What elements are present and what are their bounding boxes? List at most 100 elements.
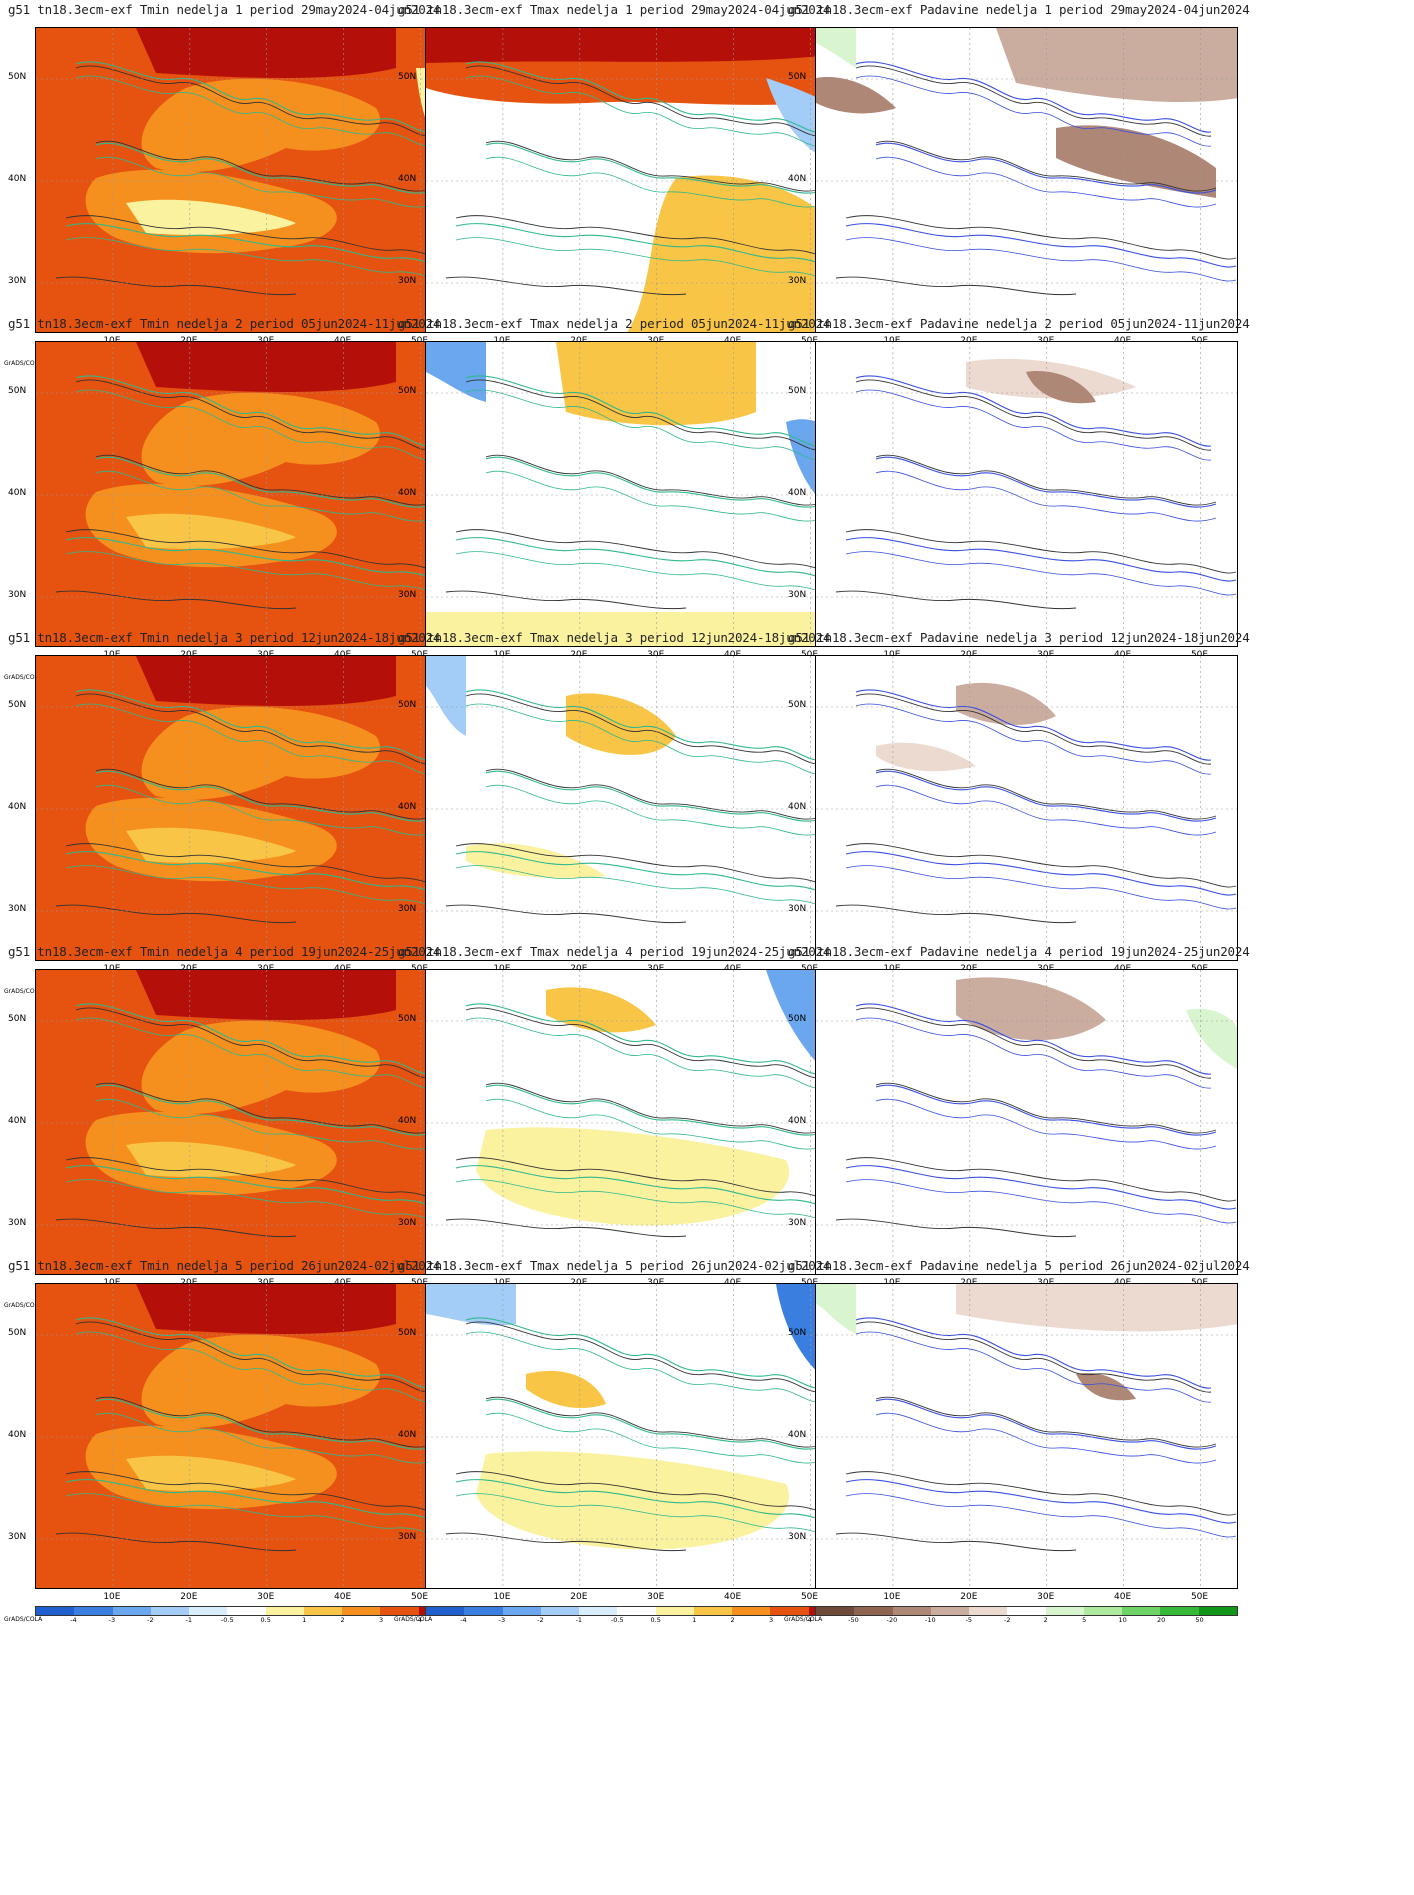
contour-line [95,470,437,522]
contour-line [455,551,847,596]
coastline [445,1218,687,1238]
longitude-label: 30E [1037,1592,1055,1602]
contour-line [65,1179,457,1224]
latitude-label: 40N [398,174,417,184]
coastline [445,904,687,924]
latitude-label: 30N [788,590,807,600]
coastline [465,379,822,451]
latitude-label: 30N [8,276,27,286]
anomaly-area [141,1334,380,1428]
anomaly-area [956,1284,1237,1332]
map-panel: g51 tn18.3ecm-exf Padavine nedelja 2 per… [780,314,1251,693]
coastline [875,454,1217,506]
contour-line [95,456,437,508]
contour-line [485,1398,827,1450]
color-scale-tick: -0.5 [220,1616,234,1624]
anomaly-area [816,28,1237,332]
panel-title: g51 tn18.3ecm-exf Tmin nedelja 5 period … [8,1258,441,1273]
contour-line [465,389,822,461]
grads-credit: GrADS/COLA [4,988,43,995]
map-frame [815,341,1238,647]
color-scale-tick: 4 [417,1616,422,1624]
contour-line [485,1084,827,1136]
map-canvas [426,28,847,332]
panel-title: g51 tn18.3ecm-exf Tmax nedelja 5 period … [398,1258,831,1273]
contour-line [485,142,827,194]
contour-line [455,537,847,582]
map-frame [35,655,458,961]
color-swatch [732,1607,771,1615]
coastline [845,1157,1237,1202]
anomaly-area [816,28,856,68]
coastline [835,904,1077,924]
longitude-label: 30E [647,1592,665,1602]
contour-line [875,456,1217,508]
map-frame [425,655,848,961]
coastline [835,276,1077,296]
map-frame [425,969,848,1275]
coastline [455,215,847,260]
contour-line [455,223,847,268]
contour-line [75,1003,432,1075]
map-frame [815,969,1238,1275]
contour-line [875,470,1217,522]
latitude-label: 50N [788,1328,807,1338]
anomaly-area [136,342,396,392]
map-frame [35,341,458,647]
latitude-label: 30N [788,276,807,286]
contour-line [855,61,1212,133]
latitude-label: 40N [398,488,417,498]
color-swatch [426,1607,465,1615]
contour-line [95,1398,437,1450]
contour-line [95,156,437,208]
coastline [845,215,1237,260]
contour-line [855,689,1212,761]
map-panel: g51 tn18.3ecm-exf Tmin nedelja 5 period … [0,1256,471,1635]
latitude-label: 30N [8,904,27,914]
anomaly-area [426,612,847,646]
map-canvas [426,970,847,1274]
contour-line [455,851,847,896]
coastline [455,1157,847,1202]
map-frame [815,1283,1238,1589]
contour-line [465,1017,822,1089]
latitude-label: 40N [788,174,807,184]
map-canvas [36,970,457,1274]
latitude-label: 40N [788,1430,807,1440]
latitude-label: 50N [8,700,27,710]
contour-line [75,1331,432,1403]
coastline [455,529,847,574]
color-scale-tick: -10 [925,1616,936,1624]
latitude-label: 40N [398,1430,417,1440]
map-canvas [816,1284,1237,1588]
contour-line [65,237,457,282]
anomaly-area [816,1284,856,1334]
contour-line [465,375,822,447]
coastline [55,1532,297,1552]
contour-line [855,1003,1212,1075]
map-canvas [36,1284,457,1588]
map-canvas [816,656,1237,960]
longitude-label: 10E [493,1592,511,1602]
latitude-label: 30N [8,1218,27,1228]
coastline [95,1082,437,1134]
anomaly-area [1056,125,1216,198]
anomaly-area [426,656,466,736]
color-scale-tick: 0.5 [650,1616,661,1624]
panel-title: g51 tn18.3ecm-exf Tmax nedelja 1 period … [398,2,831,17]
anomaly-area [627,175,836,332]
longitude-label: 20E [180,1592,198,1602]
coastline [65,215,457,260]
latitude-label: 50N [398,1014,417,1024]
color-swatch [227,1607,266,1615]
color-swatch [265,1607,304,1615]
coastline [95,1396,437,1448]
latitude-label: 40N [8,1430,27,1440]
contour-line [455,1479,847,1524]
map-panel: g51 tn18.3ecm-exf Tmax nedelja 2 period … [390,314,861,693]
latitude-label: 50N [788,386,807,396]
latitude-label: 50N [398,700,417,710]
color-scale-bar [815,1606,1238,1616]
latitude-label: 40N [788,1116,807,1126]
color-scale-tick: 1 [302,1616,307,1624]
